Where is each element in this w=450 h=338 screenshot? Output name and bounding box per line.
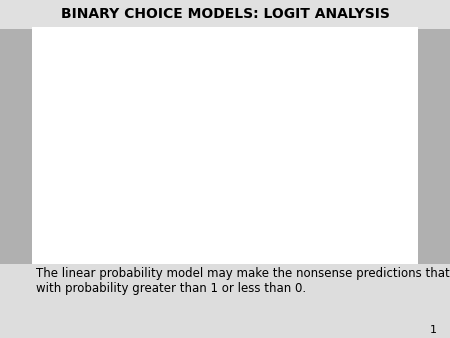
Text: Xᵢ: Xᵢ — [226, 238, 237, 251]
Text: β₁: β₁ — [75, 188, 88, 201]
Bar — [330, 42, 378, 75]
Text: β₁ + β₂Xᵢ: β₁ + β₂Xᵢ — [169, 182, 220, 195]
Text: B: B — [240, 229, 248, 242]
Text: A: A — [240, 59, 248, 72]
Text: X: X — [382, 234, 391, 247]
Text: Y, p: Y, p — [91, 45, 112, 58]
Text: 0: 0 — [79, 221, 88, 235]
Text: β₁ +β₂Xᵢ: β₁ +β₂Xᵢ — [40, 136, 88, 149]
Text: 1: 1 — [429, 324, 436, 335]
Text: The linear probability model may make the nonsense predictions that an event wil: The linear probability model may make th… — [36, 267, 450, 295]
Text: 1 – β₁ – β₂Xᵢ: 1 – β₁ – β₂Xᵢ — [138, 99, 207, 112]
Text: 1: 1 — [78, 68, 88, 82]
Text: BINARY CHOICE MODELS: LOGIT ANALYSIS: BINARY CHOICE MODELS: LOGIT ANALYSIS — [61, 7, 389, 21]
